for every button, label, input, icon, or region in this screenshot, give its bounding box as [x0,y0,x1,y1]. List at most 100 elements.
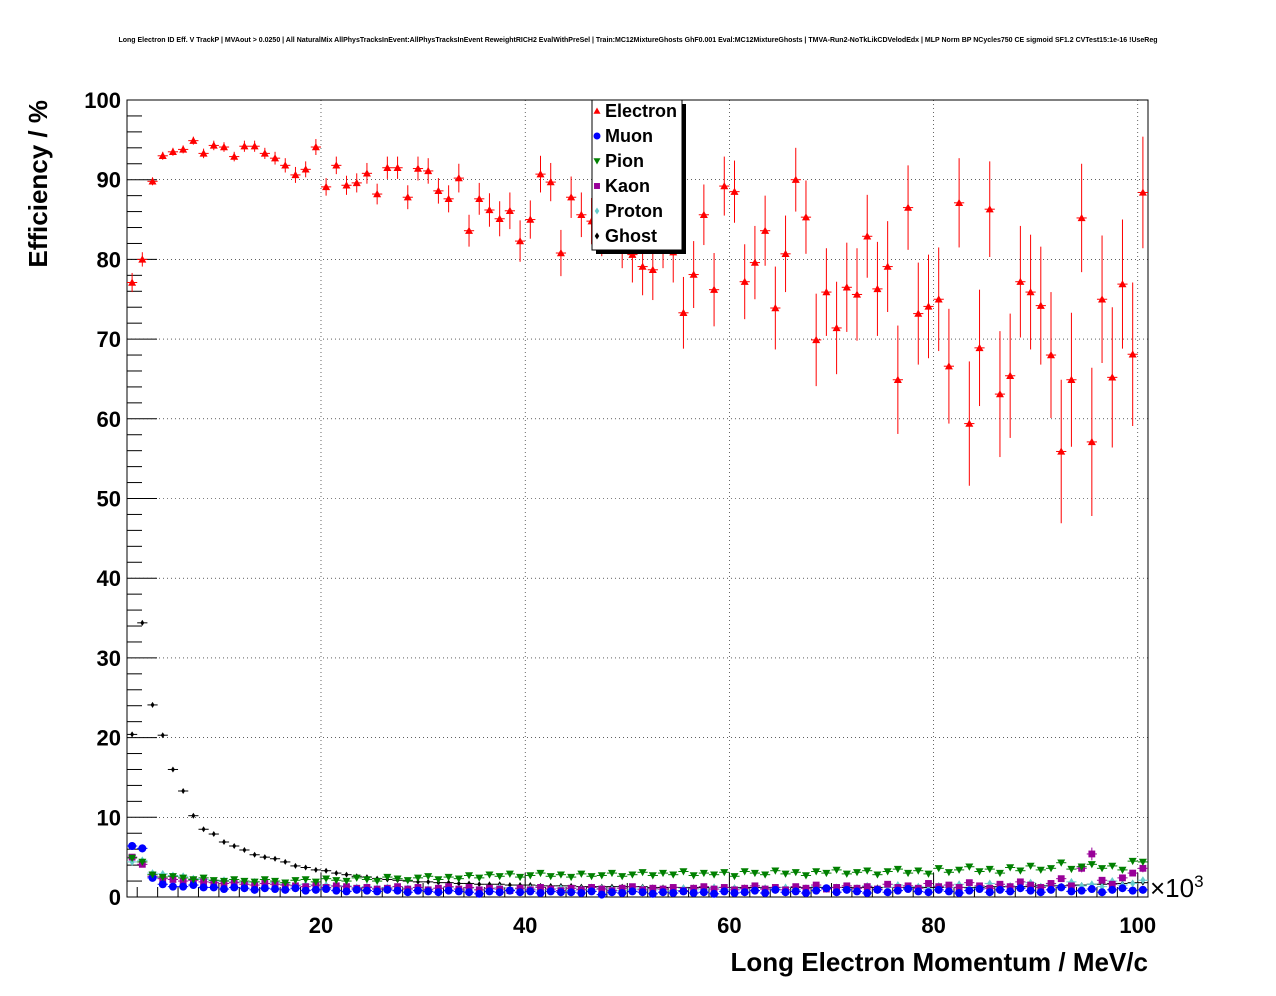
data-point [413,874,422,882]
data-point [924,888,933,897]
data-point [281,879,290,887]
data-point [1108,862,1117,870]
data-point [638,888,647,897]
data-point [444,194,453,203]
data-point [791,869,800,877]
data-point [567,873,576,882]
data-point [567,888,576,897]
data-point [801,872,810,880]
data-point [710,889,719,898]
data-point [638,869,647,877]
data-point [1098,865,1107,873]
y-tick-label: 70 [97,327,121,352]
data-point [189,876,198,884]
legend-label: Electron [605,101,677,121]
data-point [720,182,729,190]
data-point [352,874,361,882]
y-tick-label: 30 [97,646,121,671]
data-point [222,839,226,846]
data-point [140,619,145,626]
axes: 20 40 60 80 100 0 10 20 30 40 50 60 70 80 90 100 [84,88,1156,938]
data-point [822,869,831,878]
data-point [383,163,392,171]
data-point [1016,867,1025,875]
data-point [322,182,331,191]
legend-label: Ghost [605,226,657,246]
data-point [322,885,331,894]
data-point [454,174,463,182]
data-point [324,867,329,874]
data-point [699,869,708,878]
data-point [822,288,831,296]
data-point [332,882,340,890]
x-tick-label: 20 [309,913,333,938]
data-point [148,871,157,879]
data-point [730,873,739,881]
data-point [1016,277,1025,285]
data-point [577,870,586,878]
data-point [362,886,371,895]
data-point [1006,371,1015,379]
data-point [1087,861,1096,869]
data-point [883,888,892,897]
data-point [607,888,616,897]
data-point [209,883,218,892]
data-point [189,136,198,144]
data-point [955,889,964,898]
data-point [750,886,759,895]
data-point [955,198,964,207]
data-point [434,888,443,897]
data-point [150,701,155,708]
data-point [301,876,310,884]
data-point [138,858,147,866]
data-point [465,872,474,880]
data-point [373,877,382,886]
data-point [985,205,994,213]
grid-lines [127,100,1148,897]
legend: Electron Muon Pion Kaon Proton Ghost [591,99,686,254]
y-tick-label: 80 [97,247,121,272]
data-point [833,884,840,891]
data-point [1118,280,1127,288]
data-point [628,887,637,896]
data-point [1026,288,1035,296]
data-point [761,871,770,879]
data-point [1057,859,1066,867]
data-point [211,831,216,838]
data-point [260,149,269,157]
data-point [393,886,402,895]
data-point [594,232,600,240]
data-point [710,285,719,293]
data-point [761,889,770,898]
data-point [158,873,167,882]
data-point [505,870,514,878]
data-point [465,888,474,897]
data-point [812,335,821,344]
data-point [271,877,280,886]
data-point [577,889,586,898]
data-point [424,166,433,175]
data-point [863,867,872,875]
data-point [893,886,902,895]
data-point [863,232,872,240]
data-point [904,885,913,894]
data-point [475,889,484,898]
data-point [955,884,963,891]
data-point [965,879,973,887]
data-point [505,206,514,214]
data-point [271,154,280,162]
data-point [801,889,810,898]
data-point [230,883,239,892]
data-point [383,873,392,882]
data-point [413,886,422,895]
data-point [944,887,953,896]
y-tick-label: 60 [97,407,121,432]
data-point [659,869,668,878]
legend-label: Pion [605,151,644,171]
data-point [230,152,239,160]
data-point [975,885,984,894]
data-point [883,262,892,270]
data-point [700,883,708,891]
data-point [434,876,443,884]
